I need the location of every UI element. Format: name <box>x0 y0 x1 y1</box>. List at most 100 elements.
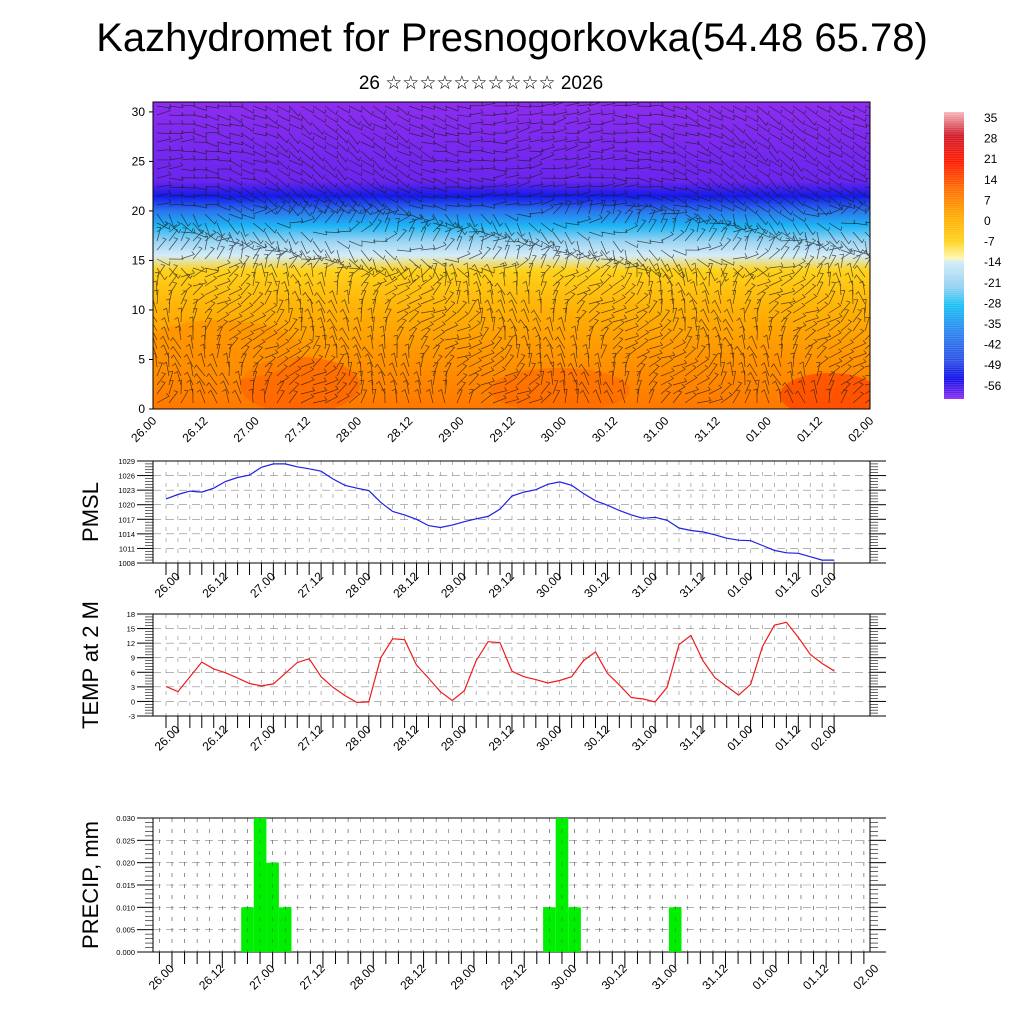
wind-barb <box>300 150 314 161</box>
wind-barb <box>588 231 603 237</box>
wind-barb <box>528 254 537 269</box>
wind-barb <box>336 240 351 250</box>
colorbar-label: 35 <box>984 111 998 125</box>
wind-barb <box>324 204 339 214</box>
wind-barb <box>180 201 196 207</box>
wind-barb <box>744 227 753 242</box>
wind-barb <box>576 286 591 296</box>
wind-barb <box>864 317 870 332</box>
y-tick-label: 0 <box>138 402 145 416</box>
wind-barb <box>516 212 532 218</box>
wind-barb <box>420 321 434 332</box>
wind-barb <box>720 219 732 233</box>
wind-barb <box>648 267 662 278</box>
wind-barb <box>780 269 795 278</box>
wind-barb <box>288 365 302 377</box>
wind-barb <box>348 150 362 162</box>
wind-barb <box>648 182 664 188</box>
wind-barb <box>660 231 674 242</box>
wind-barb <box>432 186 447 193</box>
wind-barb <box>664 263 674 278</box>
wind-barb <box>672 366 686 377</box>
wind-barb <box>586 334 591 350</box>
wind-barb <box>576 267 590 278</box>
wind-barb <box>387 372 398 386</box>
wind-barb <box>456 363 468 377</box>
wind-barb <box>716 352 722 368</box>
wind-barb <box>852 375 866 386</box>
wind-barb <box>696 141 710 152</box>
wind-barb <box>552 135 568 143</box>
wind-barb <box>636 191 652 197</box>
wind-barb <box>444 167 460 172</box>
wind-barb <box>636 163 652 170</box>
wind-barb <box>408 214 423 224</box>
wind-barb <box>768 177 781 190</box>
wind-barb <box>696 105 711 114</box>
wind-barb <box>288 250 303 260</box>
wind-barb <box>499 271 506 287</box>
wind-barb <box>516 394 531 404</box>
wind-barb <box>578 363 590 377</box>
wind-barb <box>852 240 864 254</box>
wind-barb <box>864 150 870 155</box>
wind-barb <box>723 326 734 341</box>
wind-barb <box>708 263 713 278</box>
wind-barb <box>636 338 649 350</box>
wind-barb <box>432 213 443 227</box>
wind-barb <box>792 312 807 323</box>
wind-barb <box>170 336 182 350</box>
wind-barb <box>504 117 520 125</box>
wind-barb <box>516 144 532 152</box>
wind-barb <box>828 290 836 305</box>
wind-barb <box>384 177 399 185</box>
wind-barb <box>775 388 782 404</box>
wind-barb <box>732 141 747 150</box>
wind-barb <box>348 114 362 126</box>
wind-barb <box>192 231 207 238</box>
wind-barb <box>840 195 855 203</box>
wind-barb <box>170 354 182 368</box>
wind-barb <box>852 159 866 169</box>
wind-barb <box>456 300 467 314</box>
wind-barb <box>600 173 616 179</box>
wind-barb <box>408 264 419 278</box>
wind-barb <box>444 300 456 314</box>
wind-barb <box>420 194 436 199</box>
wind-barb <box>468 236 474 251</box>
wind-barb <box>180 251 195 260</box>
wind-barb <box>196 389 206 404</box>
y-tick-label: 18 <box>127 610 135 619</box>
wind-barb <box>456 123 471 130</box>
pmsl-panel: 10081011101410171020102310261029PMSL26.0… <box>78 457 886 601</box>
wind-barb <box>756 267 770 278</box>
wind-barb <box>312 168 326 180</box>
wind-barb <box>792 322 807 332</box>
wind-barb <box>826 388 831 404</box>
wind-barb <box>528 245 534 260</box>
wind-barb <box>312 377 327 386</box>
wind-barb <box>432 114 447 123</box>
wind-barb <box>546 316 554 332</box>
wind-barb <box>324 228 340 233</box>
wind-barb <box>312 344 321 359</box>
wind-barb <box>516 238 529 251</box>
wind-barb <box>348 209 357 224</box>
wind-barb <box>216 114 231 121</box>
wind-barb <box>252 281 260 296</box>
wind-barb <box>684 335 693 350</box>
wind-barb <box>816 281 824 296</box>
wind-barb <box>336 195 349 208</box>
wind-barb <box>264 123 279 129</box>
wind-barb <box>564 254 569 269</box>
wind-barb <box>276 222 291 229</box>
wind-barb <box>612 139 628 144</box>
wind-barb <box>684 105 699 114</box>
wind-barb <box>164 352 170 368</box>
wind-barb <box>552 125 567 134</box>
y-axis-label: TEMP at 2 M <box>78 601 103 729</box>
wind-barb <box>288 231 299 245</box>
wind-barb <box>408 320 422 332</box>
wind-barb <box>768 287 784 296</box>
wind-barb <box>564 248 578 260</box>
